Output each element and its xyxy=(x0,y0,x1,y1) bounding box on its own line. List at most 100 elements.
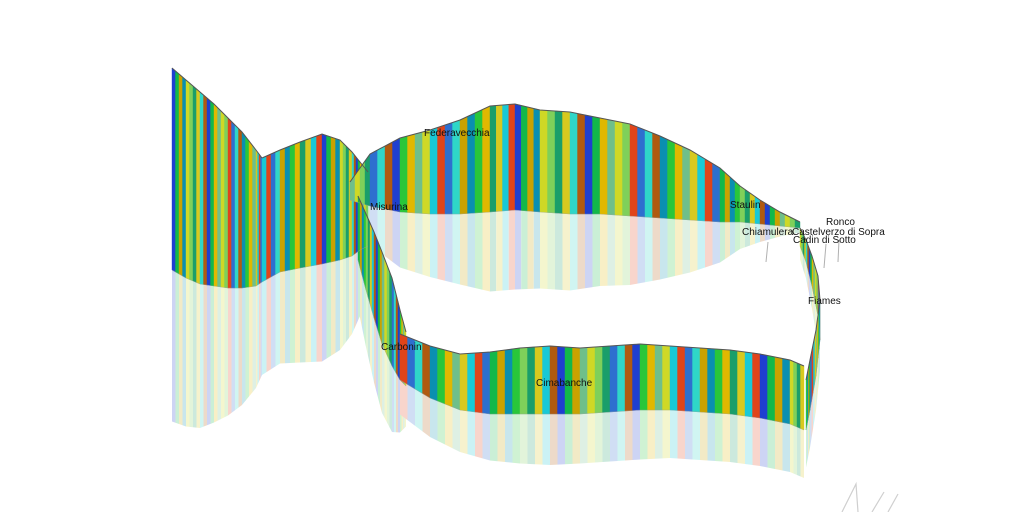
wall-strip xyxy=(192,85,197,283)
wall-strip xyxy=(489,105,497,213)
label-staulin: Staulin xyxy=(730,200,761,211)
wall-reflection-strip xyxy=(502,210,509,291)
wall-strip xyxy=(789,359,794,426)
label-castelverzo: Castelverzo di Sopra xyxy=(792,227,885,238)
label-fiames: Fiames xyxy=(808,296,841,307)
wall-strip xyxy=(171,67,176,273)
wall-base-outline xyxy=(349,199,801,229)
wall-reflection-strip xyxy=(415,213,423,275)
wall-strip xyxy=(422,342,431,399)
wall-strip xyxy=(684,346,693,412)
wall-reflection-strip xyxy=(392,366,394,433)
wall-reflection-strip xyxy=(705,221,713,268)
wall-reflection-strip xyxy=(398,376,400,433)
wall-reflection-strip xyxy=(555,213,563,290)
wall-strip xyxy=(644,129,653,218)
wall-strip xyxy=(326,135,332,264)
wall-strip xyxy=(279,147,286,273)
wall-strip xyxy=(617,344,626,412)
wall-strip xyxy=(321,133,327,265)
wall-strip xyxy=(699,347,708,413)
wall-reflection-strip xyxy=(803,254,805,274)
wall-reflection-strip xyxy=(715,413,723,462)
wall-strip xyxy=(647,344,656,411)
wall-reflection-strip xyxy=(305,266,311,363)
wall-strip xyxy=(577,113,586,215)
marker-line xyxy=(765,241,769,263)
wall-strip xyxy=(502,104,509,212)
wall-top-outline xyxy=(399,333,805,367)
wall-strip xyxy=(547,110,556,214)
wall-reflection-strip xyxy=(175,272,179,424)
wall-reflection-strip xyxy=(806,262,808,286)
wall-strip xyxy=(782,358,791,425)
wall-reflection-strip xyxy=(482,212,490,292)
wall-reflection-strip xyxy=(467,213,475,288)
wall-reflection-strip xyxy=(670,410,678,459)
wall-strip xyxy=(662,345,671,411)
wall-reflection-strip xyxy=(600,214,608,286)
wall-strip xyxy=(231,121,236,289)
wall-reflection-strip xyxy=(515,210,522,290)
wall-reflection-strip xyxy=(595,412,603,463)
wall-reflection-strip xyxy=(697,220,705,270)
wall-strip xyxy=(729,349,738,416)
wall-strip xyxy=(637,126,646,218)
wall-strip xyxy=(371,227,375,319)
wall-strip xyxy=(339,139,344,261)
wall-strip xyxy=(622,122,631,217)
wall-reflection-strip xyxy=(496,211,503,291)
wall-reflection-strip xyxy=(242,287,246,405)
wall-strip xyxy=(614,120,623,216)
wall-strip xyxy=(632,343,641,411)
wall-strip xyxy=(437,347,446,405)
wall-reflection-strip xyxy=(352,254,354,334)
wall-strip xyxy=(569,111,578,215)
wall-strip xyxy=(384,141,393,211)
wall-reflection-strip xyxy=(445,214,453,283)
wall-reflection-strip xyxy=(482,413,490,461)
wall-reflection-strip xyxy=(377,207,385,257)
wall-strip xyxy=(299,139,306,269)
wall-reflection-strip xyxy=(690,220,698,273)
wall-reflection-strip xyxy=(437,401,445,445)
wall-reflection-strip xyxy=(562,213,570,291)
wall-strip xyxy=(305,137,312,268)
wall-reflection-strip xyxy=(460,213,468,287)
wall-reflection-strip xyxy=(760,224,765,242)
wall-top-outline xyxy=(171,67,263,159)
wall-reflection-strip xyxy=(775,421,783,471)
wall-strip xyxy=(175,70,180,275)
wall-reflection-strip xyxy=(592,214,600,288)
wall-strip xyxy=(270,151,276,278)
wall-reflection-strip xyxy=(256,285,258,388)
wall-strip xyxy=(805,374,808,431)
wall-reflection-strip xyxy=(533,211,540,289)
wall-reflection-strip xyxy=(358,250,360,321)
wall-reflection-strip xyxy=(795,227,800,234)
wall-reflection-strip xyxy=(172,270,176,423)
wall-reflection-strip xyxy=(610,411,618,462)
wall-reflection-strip xyxy=(316,264,322,362)
wall-strip xyxy=(224,114,229,289)
wall-strip xyxy=(266,153,272,280)
wall-reflection-strip xyxy=(186,278,190,427)
wall-reflection-strip xyxy=(245,287,249,401)
wall-reflection-strip xyxy=(810,401,812,448)
wall-strip xyxy=(414,131,423,214)
wall-strip xyxy=(697,154,706,222)
wall-reflection-strip xyxy=(816,367,817,411)
wall-reflection-strip xyxy=(806,425,807,468)
wall-strip xyxy=(220,110,225,288)
wall-strip xyxy=(393,285,397,374)
wall-reflection-strip xyxy=(625,410,633,461)
elevation-walls xyxy=(171,67,821,431)
wall-reflection-strip xyxy=(630,216,638,285)
wall-strip xyxy=(395,293,399,378)
wall-strip xyxy=(367,218,371,305)
wall-reflection-strip xyxy=(346,257,349,342)
wall-reflection-strip xyxy=(577,214,585,290)
wall-reflection-strip xyxy=(490,414,498,462)
wall-reflection-strip xyxy=(655,410,663,459)
